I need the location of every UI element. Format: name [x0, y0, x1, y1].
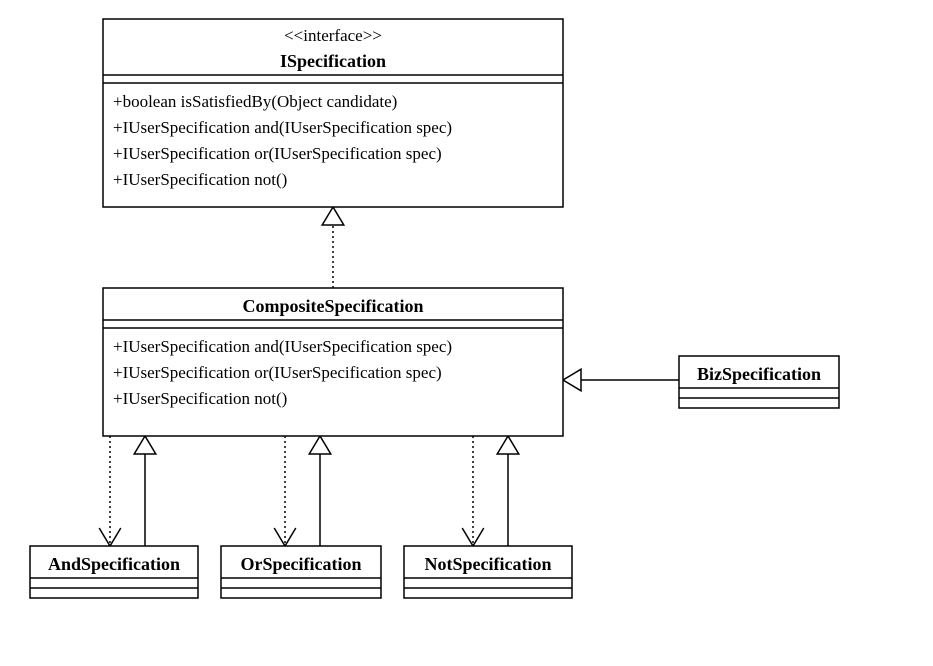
class-CompositeSpecification: CompositeSpecification +IUserSpecificatio…	[103, 288, 563, 436]
method: +IUserSpecification or(IUserSpecificatio…	[113, 363, 442, 382]
class-AndSpecification: AndSpecification	[30, 546, 198, 598]
class-name: ISpecification	[280, 51, 386, 71]
class-NotSpecification: NotSpecification	[404, 546, 572, 598]
class-OrSpecification: OrSpecification	[221, 546, 381, 598]
method: +IUserSpecification or(IUserSpecificatio…	[113, 144, 442, 163]
method: +IUserSpecification and(IUserSpecificati…	[113, 118, 452, 137]
method: +IUserSpecification and(IUserSpecificati…	[113, 337, 452, 356]
class-BizSpecification: BizSpecification	[679, 356, 839, 408]
method: +boolean isSatisfiedBy(Object candidate)	[113, 92, 397, 111]
stereotype: <<interface>>	[284, 26, 382, 45]
class-ISpecification: <<interface>> ISpecification +boolean isSa…	[103, 19, 563, 207]
class-name: BizSpecification	[697, 364, 821, 384]
class-name: AndSpecification	[48, 554, 180, 574]
class-name: CompositeSpecification	[243, 296, 424, 316]
class-name: NotSpecification	[425, 554, 552, 574]
uml-diagram: <<interface>> ISpecification +boolean isSa…	[0, 0, 933, 666]
class-name: OrSpecification	[241, 554, 362, 574]
method: +IUserSpecification not()	[113, 389, 287, 408]
method: +IUserSpecification not()	[113, 170, 287, 189]
